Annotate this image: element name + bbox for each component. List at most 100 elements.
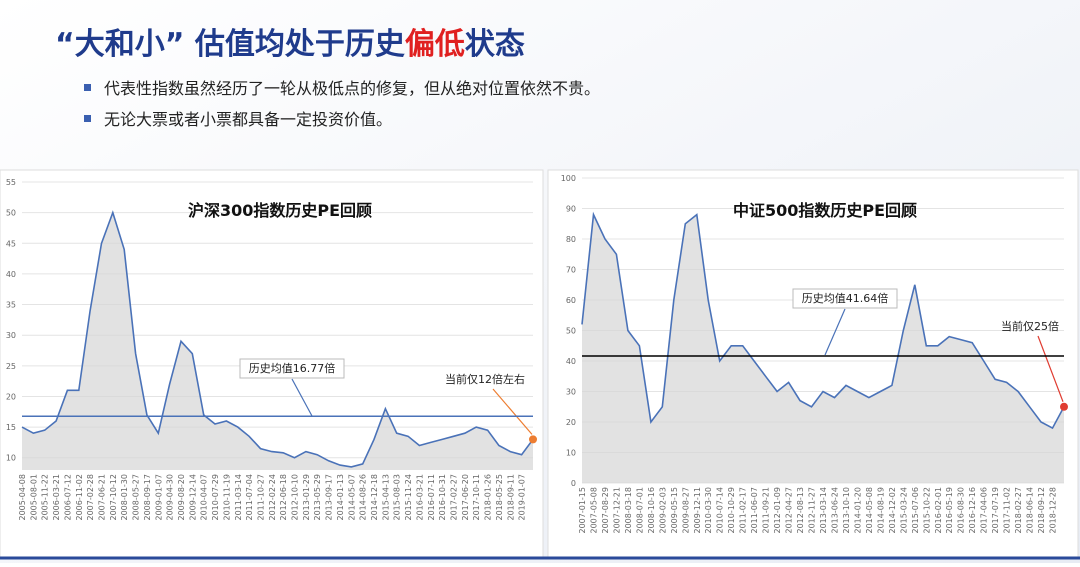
x-tick-label: 2017-04-06	[980, 487, 989, 534]
x-tick-label: 2008-01-30	[120, 474, 129, 521]
x-tick-label: 2008-09-17	[143, 474, 152, 521]
y-tick-label: 45	[6, 239, 16, 248]
x-tick-label: 2011-03-14	[234, 474, 243, 521]
x-tick-label: 2016-07-11	[427, 474, 436, 521]
current-label: 当前仅25倍	[1001, 319, 1059, 333]
x-tick-label: 2015-10-22	[922, 487, 931, 534]
x-tick-label: 2014-08-26	[359, 474, 368, 521]
x-tick-label: 2010-03-30	[704, 487, 713, 534]
x-tick-label: 2007-08-29	[601, 487, 610, 534]
x-tick-label: 2013-01-29	[302, 474, 311, 521]
x-tick-label: 2018-09-12	[1037, 487, 1046, 534]
x-tick-label: 2009-08-20	[177, 474, 186, 521]
x-tick-label: 2007-06-21	[97, 474, 106, 521]
x-tick-label: 2007-12-21	[612, 487, 621, 534]
x-tick-label: 2008-10-16	[647, 487, 656, 534]
x-tick-label: 2014-01-13	[336, 474, 345, 521]
x-tick-label: 2013-09-17	[325, 474, 334, 521]
x-tick-label: 2012-08-13	[796, 487, 805, 534]
x-tick-label: 2009-05-15	[670, 487, 679, 534]
y-tick-label: 90	[566, 205, 576, 214]
x-tick-label: 2009-02-03	[658, 487, 667, 534]
area	[22, 212, 533, 470]
reference-arrow	[824, 308, 846, 356]
slide-title: “大和小” 估值均处于历史偏低状态	[55, 27, 525, 62]
reference-label: 历史均值41.64倍	[802, 291, 889, 305]
x-tick-label: 2018-05-25	[495, 474, 504, 520]
x-tick-label: 2016-10-31	[438, 474, 447, 521]
x-tick-label: 2015-03-24	[899, 487, 908, 534]
x-tick-label: 2017-11-02	[1003, 487, 1012, 534]
x-tick-label: 2017-10-11	[472, 474, 481, 521]
x-tick-label: 2009-12-14	[188, 474, 197, 521]
x-tick-label: 2013-06-24	[830, 487, 839, 534]
x-tick-label: 2006-11-02	[75, 474, 84, 521]
x-tick-label: 2015-11-24	[404, 474, 413, 521]
x-tick-label: 2014-01-20	[853, 487, 862, 534]
x-tick-label: 2014-08-19	[876, 487, 885, 534]
y-tick-label: 20	[566, 418, 576, 427]
x-tick-label: 2016-03-21	[415, 474, 424, 521]
x-tick-label: 2013-03-14	[819, 487, 828, 534]
x-tick-label: 2005-04-08	[18, 474, 27, 521]
x-tick-label: 2005-08-01	[29, 474, 38, 521]
reference-label-box	[792, 288, 898, 309]
title-part: “大和小” 估值均处于历史	[55, 27, 405, 62]
x-tick-label: 2019-01-07	[518, 474, 527, 521]
x-tick-label: 2018-06-14	[1026, 487, 1035, 534]
x-tick-label: 2016-05-19	[945, 487, 954, 534]
x-tick-label: 2012-04-27	[785, 487, 794, 534]
x-tick-label: 2018-12-28	[1049, 487, 1058, 534]
x-tick-label: 2018-02-27	[1014, 487, 1023, 534]
current-label: 当前仅12倍左右	[445, 372, 525, 386]
x-tick-label: 2007-10-12	[109, 474, 118, 521]
y-tick-label: 80	[566, 235, 576, 244]
x-tick-label: 2011-07-04	[245, 474, 254, 521]
y-tick-label: 55	[6, 178, 16, 187]
title-highlight: 偏低	[405, 27, 465, 62]
line	[21, 210, 534, 468]
x-tick-label: 2015-04-13	[381, 474, 390, 521]
x-tick-label: 2009-08-27	[681, 487, 690, 534]
x-tick-label: 2016-08-30	[957, 487, 966, 534]
x-tick-label: 2009-04-30	[166, 474, 175, 521]
x-tick-label: 2010-10-29	[727, 487, 736, 534]
y-tick-label: 70	[566, 266, 576, 275]
x-tick-label: 2007-05-08	[589, 487, 598, 534]
current-arrow	[492, 388, 533, 435]
x-tick-label: 2015-07-06	[911, 487, 920, 534]
x-tick-label: 2006-03-21	[52, 474, 61, 521]
x-tick-label: 2010-04-07	[200, 474, 209, 521]
y-tick-label: 20	[6, 392, 16, 401]
x-tick-label: 2012-06-18	[279, 474, 288, 521]
x-tick-label: 2009-01-07	[154, 474, 163, 521]
bullet: 代表性指数虽然经历了一轮从极低点的修复，但从绝对位置依然不贵。	[104, 79, 600, 98]
x-tick-label: 2018-09-11	[506, 474, 515, 521]
y-tick-label: 15	[6, 423, 16, 432]
y-tick-label: 50	[566, 327, 576, 336]
x-tick-label: 2011-06-07	[750, 487, 759, 534]
chart-title: 中证500指数历史PE回顾	[733, 201, 917, 220]
x-tick-label: 2006-07-12	[63, 474, 72, 521]
x-tick-label: 2008-07-01	[635, 487, 644, 534]
x-tick-label: 2008-03-18	[624, 487, 633, 534]
y-tick-label: 0	[571, 479, 576, 488]
area	[582, 214, 1064, 483]
x-tick-label: 2011-10-27	[256, 474, 265, 521]
x-tick-label: 2015-08-03	[393, 474, 402, 521]
reference-label: 历史均值16.77倍	[249, 361, 336, 375]
x-tick-label: 2012-11-27	[808, 487, 817, 534]
y-tick-label: 50	[6, 209, 16, 218]
x-tick-label: 2010-07-29	[211, 474, 220, 521]
y-tick-label: 40	[566, 357, 576, 366]
title-part: 状态	[465, 27, 525, 62]
y-tick-label: 10	[566, 449, 576, 458]
x-tick-label: 2014-12-18	[370, 474, 379, 521]
line	[581, 211, 1065, 430]
bullet-icon	[84, 84, 91, 91]
x-tick-label: 2012-10-10	[291, 474, 300, 521]
x-tick-label: 2016-02-01	[934, 487, 943, 534]
x-tick-label: 2005-11-22	[41, 474, 50, 521]
